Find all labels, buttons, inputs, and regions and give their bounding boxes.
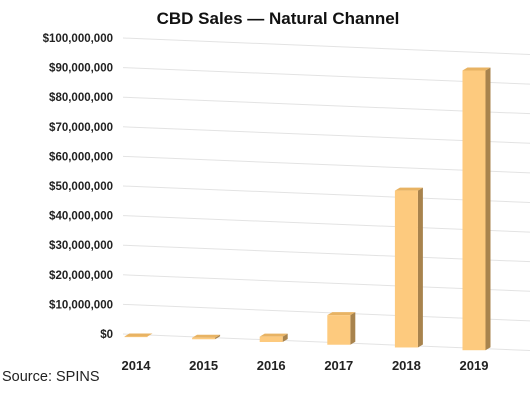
gridline	[122, 155, 531, 174]
y-axis-tick-labels: $0 $10,000,000 $20,000,000 $30,000,000 $40,0…	[43, 33, 113, 341]
gridline	[122, 185, 531, 203]
gridline	[122, 37, 531, 55]
gridline	[122, 96, 531, 115]
bar-side	[350, 312, 356, 345]
x-tick-label-2016: 2016	[257, 358, 286, 373]
bar-top	[259, 333, 288, 337]
bars	[124, 67, 491, 351]
y-tick-label: $10,000,000	[49, 299, 113, 311]
bar-side	[282, 333, 288, 343]
gridlines	[122, 37, 531, 351]
y-tick-label: $90,000,000	[49, 63, 113, 75]
gridline	[122, 215, 531, 233]
bar-top	[124, 333, 153, 337]
x-tick-label-2014: 2014	[122, 358, 152, 373]
bar-top	[462, 67, 491, 71]
bar-side	[215, 334, 221, 340]
x-tick-label-2015: 2015	[189, 358, 218, 373]
bar-front	[394, 190, 418, 348]
gridline	[122, 333, 531, 351]
bar-side	[485, 67, 491, 351]
x-tick-label-2019: 2019	[460, 358, 489, 373]
bar-side	[417, 187, 423, 348]
bar-2019	[462, 67, 491, 351]
source-note: Source: SPINS	[2, 369, 100, 385]
gridline	[122, 303, 531, 322]
y-tick-label: $80,000,000	[49, 92, 113, 104]
gridline	[122, 244, 531, 263]
bar-front	[124, 336, 148, 338]
x-tick-label-2017: 2017	[324, 358, 353, 373]
y-tick-label: $60,000,000	[49, 151, 113, 163]
gridline	[122, 274, 531, 292]
bar-2016	[259, 333, 288, 343]
y-tick-label: $0	[100, 329, 113, 341]
bar-top	[327, 312, 356, 316]
y-tick-label: $70,000,000	[49, 122, 113, 134]
chart-title: CBD Sales — Natural Channel	[157, 9, 400, 28]
y-tick-label: $40,000,000	[49, 211, 113, 223]
bar-2014	[124, 333, 153, 338]
x-tick-label-2018: 2018	[392, 358, 421, 373]
gridline	[122, 67, 531, 85]
bar-2015	[192, 334, 221, 340]
y-tick-label: $100,000,000	[43, 33, 113, 45]
bar-front	[327, 315, 351, 345]
gridline	[122, 126, 531, 144]
bar-front	[462, 70, 486, 351]
y-tick-label: $20,000,000	[49, 270, 113, 282]
bar-front	[192, 337, 216, 340]
bar-top	[192, 334, 221, 338]
y-tick-label: $50,000,000	[49, 181, 113, 193]
y-tick-label: $30,000,000	[49, 240, 113, 252]
x-axis-tick-labels: 2014 2015 2016 2017 2018 2019	[122, 358, 489, 373]
bar-top	[394, 187, 423, 191]
bar-2017	[327, 312, 356, 345]
bar-front	[259, 336, 283, 343]
bar-2018	[394, 187, 423, 348]
